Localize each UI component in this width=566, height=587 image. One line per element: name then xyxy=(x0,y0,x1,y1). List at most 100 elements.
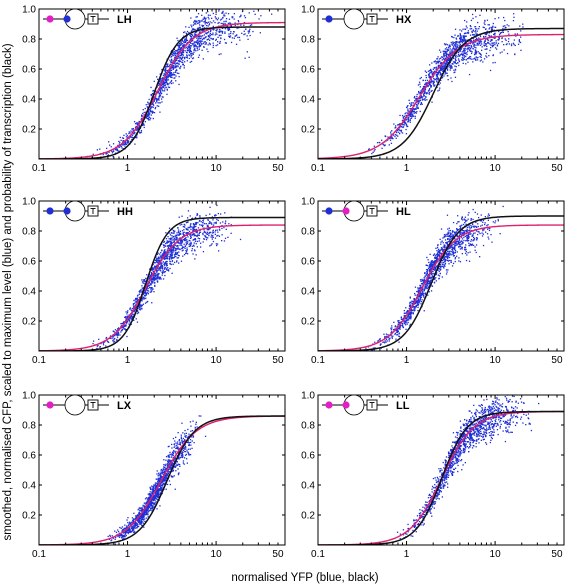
data-point xyxy=(401,126,403,128)
data-point xyxy=(167,84,169,86)
data-point xyxy=(188,51,191,53)
data-point xyxy=(114,329,117,331)
data-point xyxy=(158,277,160,279)
data-point xyxy=(140,290,142,292)
data-point xyxy=(199,35,201,37)
data-point xyxy=(183,231,185,233)
data-point xyxy=(457,240,460,243)
data-point xyxy=(494,32,496,34)
data-point xyxy=(170,248,172,250)
data-point xyxy=(138,293,140,295)
data-point xyxy=(455,47,457,49)
data-point xyxy=(498,38,500,40)
data-point xyxy=(187,49,190,52)
data-point xyxy=(163,244,165,246)
data-point xyxy=(212,229,214,231)
data-point xyxy=(430,263,432,265)
data-point xyxy=(488,28,490,30)
data-point xyxy=(203,231,205,233)
data-point xyxy=(227,28,229,30)
data-point xyxy=(154,106,157,109)
data-point xyxy=(153,268,155,270)
data-point xyxy=(471,30,473,33)
data-point xyxy=(177,48,179,50)
data-point xyxy=(426,283,428,285)
data-point xyxy=(481,46,483,48)
data-point xyxy=(407,313,410,316)
data-point xyxy=(171,242,173,244)
data-point xyxy=(168,65,170,68)
data-point xyxy=(437,65,440,67)
data-point xyxy=(414,108,416,110)
data-point xyxy=(165,255,167,258)
data-point xyxy=(407,120,410,122)
data-point xyxy=(189,233,192,236)
data-point xyxy=(205,214,207,217)
data-point xyxy=(475,32,477,34)
data-point xyxy=(453,71,455,74)
data-point xyxy=(203,34,206,36)
data-point xyxy=(183,67,185,69)
data-point xyxy=(182,62,184,64)
data-point xyxy=(373,150,375,152)
data-point xyxy=(149,119,151,121)
data-point xyxy=(399,133,401,135)
data-point xyxy=(128,131,130,133)
data-point xyxy=(169,69,171,71)
data-point xyxy=(210,234,213,236)
y-tick-label: 0.8 xyxy=(22,227,36,238)
data-point xyxy=(444,51,447,53)
data-point xyxy=(429,84,431,86)
data-point xyxy=(439,71,441,73)
data-point xyxy=(190,35,193,38)
data-point xyxy=(198,38,200,40)
data-point xyxy=(190,45,192,47)
data-point xyxy=(117,332,120,334)
data-point xyxy=(172,229,175,232)
data-point xyxy=(469,56,472,58)
data-point xyxy=(142,288,144,290)
data-point xyxy=(451,43,453,45)
data-point xyxy=(188,230,191,233)
data-point xyxy=(513,39,515,41)
data-point xyxy=(425,74,427,77)
data-point xyxy=(427,259,429,261)
data-point xyxy=(206,225,209,227)
data-point xyxy=(167,63,169,65)
data-point xyxy=(463,55,466,57)
data-point xyxy=(443,248,445,251)
data-point xyxy=(186,234,188,237)
data-point xyxy=(468,236,470,238)
data-point xyxy=(188,46,190,48)
data-point xyxy=(170,263,172,266)
data-point xyxy=(175,69,178,71)
data-point xyxy=(188,32,190,34)
data-point xyxy=(409,296,411,298)
data-point xyxy=(472,48,474,50)
data-point xyxy=(230,31,232,33)
data-point xyxy=(202,35,204,37)
data-point xyxy=(185,32,187,34)
data-point xyxy=(159,95,161,98)
data-point xyxy=(429,85,432,87)
data-point xyxy=(175,75,177,77)
data-point xyxy=(259,32,261,34)
data-point xyxy=(175,50,177,52)
data-point xyxy=(518,40,520,42)
data-point xyxy=(443,234,446,236)
data-point xyxy=(170,79,173,82)
data-point xyxy=(475,56,477,58)
data-point xyxy=(395,125,397,127)
data-point xyxy=(413,102,415,104)
data-point xyxy=(181,250,183,252)
data-point xyxy=(439,259,441,261)
data-point xyxy=(184,50,186,52)
data-point xyxy=(495,40,497,42)
data-point xyxy=(447,244,449,246)
data-point xyxy=(424,277,426,279)
data-point xyxy=(196,46,199,48)
data-point xyxy=(479,35,482,38)
data-point xyxy=(444,261,446,263)
